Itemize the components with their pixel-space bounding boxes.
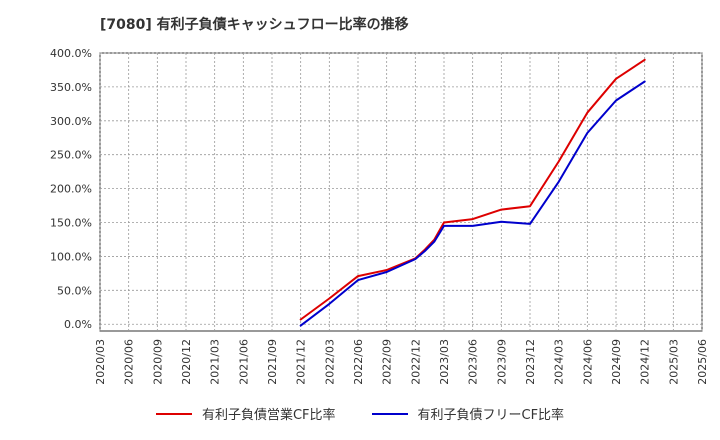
x-tick-label: 2025/03 — [667, 339, 680, 385]
legend-swatch-red — [155, 412, 192, 415]
legend-item-free-cf[interactable]: 有利子負債フリーCF比率 — [371, 404, 565, 423]
x-tick-label: 2020/03 — [94, 339, 107, 385]
x-tick-label: 2023/06 — [467, 339, 480, 385]
chart-legend: 有利子負債営業CF比率 有利子負債フリーCF比率 — [0, 404, 720, 423]
y-tick-label: 0.0% — [64, 318, 92, 331]
series-line-operating-cf — [299, 58, 646, 321]
legend-label-operating-cf: 有利子負債営業CF比率 — [201, 408, 336, 423]
y-tick-label: 300.0% — [50, 115, 92, 128]
x-tick-label: 2024/06 — [581, 339, 594, 385]
x-tick-label: 2023/12 — [524, 339, 537, 385]
y-tick-label: 250.0% — [50, 149, 92, 162]
x-tick-label: 2021/03 — [209, 339, 222, 385]
legend-swatch-blue — [371, 412, 408, 415]
y-tick-label: 350.0% — [50, 81, 92, 94]
x-tick-label: 2022/09 — [381, 339, 394, 385]
x-tick-label: 2024/12 — [639, 339, 652, 385]
legend-label-free-cf: 有利子負債フリーCF比率 — [417, 408, 565, 423]
series-line-free-cf — [299, 80, 646, 327]
x-tick-label: 2020/06 — [123, 339, 136, 385]
x-tick-label: 2022/03 — [323, 339, 336, 385]
x-tick-label: 2022/12 — [409, 339, 422, 385]
x-tick-label: 2023/09 — [495, 339, 508, 385]
x-tick-label: 2022/06 — [352, 339, 365, 385]
y-tick-label: 150.0% — [50, 217, 92, 230]
chart-title: [7080] 有利子負債キャッシュフロー比率の推移 — [100, 17, 409, 33]
x-tick-label: 2024/09 — [610, 339, 623, 385]
x-tick-label: 2020/09 — [151, 339, 164, 385]
y-tick-label: 100.0% — [50, 250, 92, 263]
x-tick-label: 2021/06 — [237, 339, 250, 385]
x-tick-label: 2023/03 — [438, 339, 451, 385]
y-tick-label: 400.0% — [50, 47, 92, 60]
x-tick-label: 2025/06 — [696, 339, 709, 385]
y-tick-label: 200.0% — [50, 183, 92, 196]
x-tick-label: 2021/12 — [295, 339, 308, 385]
x-tick-label: 2024/03 — [553, 339, 566, 385]
legend-item-operating-cf[interactable]: 有利子負債営業CF比率 — [155, 404, 336, 423]
x-tick-label: 2020/12 — [180, 339, 193, 385]
plot-area — [99, 52, 703, 332]
y-tick-label: 50.0% — [57, 284, 92, 297]
x-tick-label: 2021/09 — [266, 339, 279, 385]
